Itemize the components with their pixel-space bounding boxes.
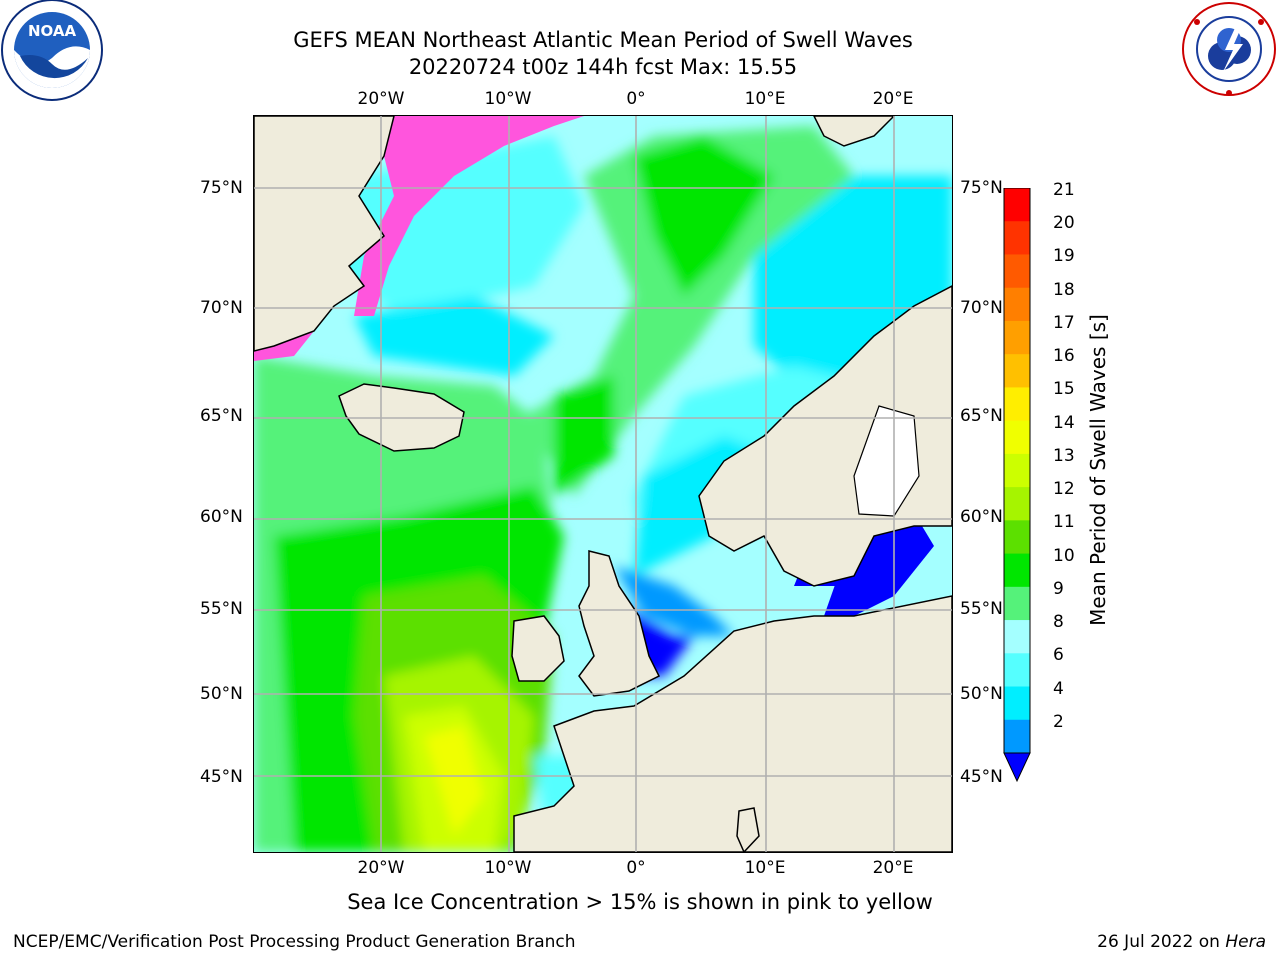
colorbar-swatches: [1003, 187, 1031, 783]
footer-branch: NCEP/EMC/Verification Post Processing Pr…: [13, 932, 576, 952]
chart-subtitle: 20220724 t00z 144h fcst Max: 15.55: [408, 55, 798, 79]
lat-label-left-65n: 65°N: [200, 406, 243, 426]
colorbar-swatch: [1004, 453, 1030, 488]
lon-label-top-0: 0°: [626, 89, 646, 109]
lat-label-left-75n: 75°N: [200, 178, 243, 198]
lat-label-left-70n: 70°N: [200, 298, 243, 318]
colorbar-tick-label: 11: [1053, 512, 1075, 533]
lat-label-right-50n: 50°N: [960, 684, 1003, 704]
colorbar-swatch: [1004, 420, 1030, 455]
colorbar-tick-label: 6: [1053, 645, 1064, 666]
lon-label-bottom-0: 0°: [626, 858, 646, 878]
footer-date-text: 26 Jul 2022 on: [1097, 932, 1220, 952]
lat-label-right-65n: 65°N: [960, 406, 1003, 426]
lon-label-top-10e: 10°E: [744, 89, 786, 109]
chart-title: GEFS MEAN Northeast Atlantic Mean Period…: [293, 28, 913, 52]
lon-label-top-20w: 20°W: [357, 89, 405, 109]
colorbar-swatch: [1004, 686, 1030, 721]
lon-label-bottom-10w: 10°W: [484, 858, 532, 878]
colorbar-tick-label: 2: [1053, 711, 1064, 732]
lat-label-left-50n: 50°N: [200, 684, 243, 704]
colorbar-tick-label: 14: [1053, 412, 1075, 433]
graticule: [254, 116, 952, 852]
colorbar-swatch: [1004, 719, 1030, 754]
lat-label-right-45n: 45°N: [960, 767, 1003, 787]
map-area: [253, 115, 953, 853]
colorbar-tick-label: 21: [1053, 180, 1075, 200]
colorbar-swatch: [1004, 287, 1030, 322]
colorbar-label: Mean Period of Swell Waves [s]: [1086, 314, 1110, 626]
sea-ice-note: Sea Ice Concentration > 15% is shown in …: [347, 890, 933, 914]
colorbar-swatch: [1004, 487, 1030, 521]
colorbar-tick-label: 15: [1053, 379, 1075, 400]
colorbar-tick-label: 10: [1053, 545, 1075, 566]
lat-label-left-60n: 60°N: [200, 507, 243, 527]
nws-logo: [1177, 0, 1280, 100]
colorbar-swatch: [1004, 221, 1030, 255]
lat-label-right-75n: 75°N: [960, 178, 1003, 198]
colorbar-frame: [1003, 187, 1031, 754]
lon-label-top-20e: 20°E: [872, 89, 914, 109]
colorbar-swatch: [1004, 620, 1030, 654]
lon-label-bottom-20w: 20°W: [357, 858, 405, 878]
lon-label-top-10w: 10°W: [484, 89, 532, 109]
colorbar-tick-label: 16: [1053, 346, 1075, 367]
colorbar: [1002, 187, 1052, 788]
colorbar-tick-label: 13: [1053, 445, 1075, 466]
noaa-logo: NOAA: [0, 0, 105, 105]
lon-label-bottom-20e: 20°E: [872, 858, 914, 878]
colorbar-swatch: [1004, 520, 1030, 555]
lat-label-right-70n: 70°N: [960, 298, 1003, 318]
colorbar-ticks: 21 20 19 18 17 16 15 14 13 12 11 10 9 8 6 4 2: [1052, 180, 1112, 770]
lat-label-right-55n: 55°N: [960, 599, 1003, 619]
colorbar-swatch: [1004, 320, 1030, 355]
colorbar-swatch: [1004, 653, 1030, 688]
colorbar-tick-label: 4: [1053, 678, 1064, 699]
colorbar-swatch: [1004, 354, 1030, 388]
colorbar-tick-label: 9: [1053, 578, 1064, 599]
colorbar-tick-label: 12: [1053, 479, 1075, 500]
footer-date: 26 Jul 2022 on Hera: [1097, 932, 1266, 952]
lat-label-left-45n: 45°N: [200, 767, 243, 787]
footer-machine: Hera: [1225, 932, 1266, 952]
colorbar-swatch: [1004, 254, 1030, 289]
colorbar-tick-label: 18: [1053, 279, 1075, 300]
swell-period-field: [254, 126, 952, 852]
colorbar-swatch: [1004, 553, 1030, 588]
colorbar-tick-label: 8: [1053, 612, 1064, 633]
colorbar-swatch: [1004, 586, 1030, 621]
lat-label-right-60n: 60°N: [960, 507, 1003, 527]
noaa-logo-text: NOAA: [28, 22, 77, 40]
colorbar-tick-label: 20: [1053, 213, 1075, 234]
lat-label-left-55n: 55°N: [200, 599, 243, 619]
sea-ice: [354, 116, 584, 316]
colorbar-tick-label: 19: [1053, 246, 1075, 267]
colorbar-extend-arrow: [1003, 752, 1031, 783]
colorbar-swatch: [1004, 387, 1030, 422]
colorbar-swatch: [1004, 188, 1030, 222]
lon-label-bottom-10e: 10°E: [744, 858, 786, 878]
colorbar-tick-label: 17: [1053, 312, 1075, 333]
